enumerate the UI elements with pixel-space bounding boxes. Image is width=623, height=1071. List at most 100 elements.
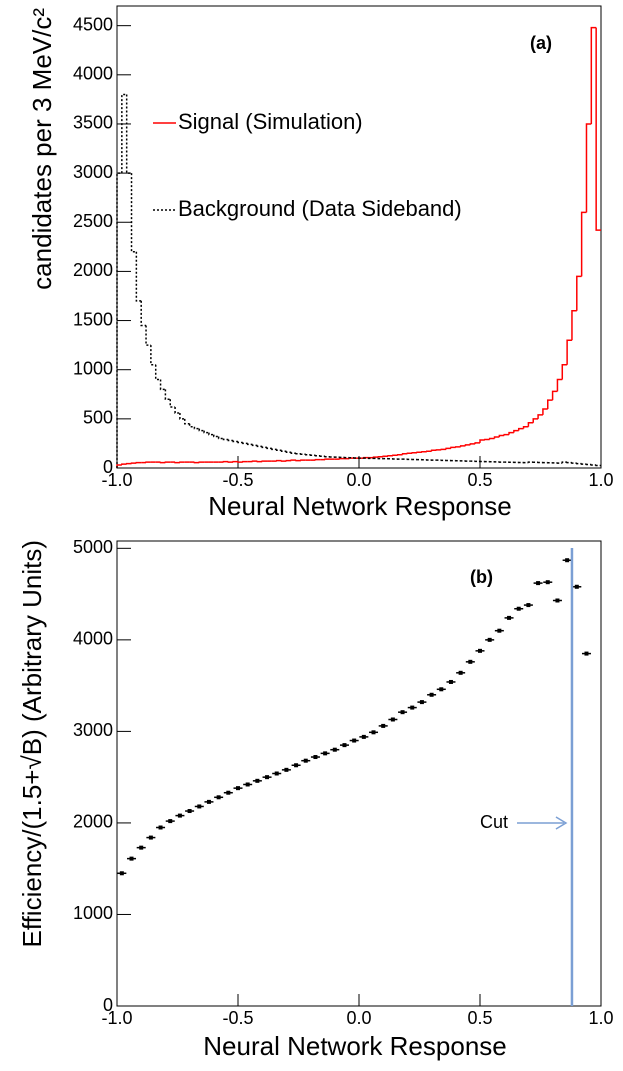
histogram-bin: [193, 426, 200, 430]
y-tick-label: 1500: [73, 309, 113, 329]
histogram-bin: [217, 436, 224, 440]
histogram-bin: [493, 436, 500, 439]
point: [497, 628, 502, 633]
cut-label: Cut: [480, 812, 508, 832]
histogram-bin: [542, 408, 548, 415]
histogram-bin: [537, 414, 543, 419]
y-tick-label: 4000: [73, 629, 113, 649]
histogram-bin: [585, 123, 592, 213]
y-axis-title: candidates per 3 MeV/c²: [27, 8, 57, 290]
point: [429, 692, 434, 697]
histogram-bin: [125, 94, 132, 174]
point: [332, 747, 337, 752]
histogram-bin: [513, 429, 519, 433]
histogram-bin: [251, 444, 258, 447]
point: [139, 845, 144, 850]
point: [342, 743, 347, 748]
y-tick-label: 5000: [73, 537, 113, 557]
histogram-bin: [551, 390, 558, 401]
point: [216, 795, 221, 800]
point: [458, 670, 463, 675]
histogram-bin: [280, 450, 287, 453]
histogram-bin: [522, 425, 529, 429]
histogram-bin: [275, 449, 282, 452]
y-tick-label: 1000: [73, 903, 113, 923]
y-tick-label: 4500: [73, 14, 113, 34]
cut-arrowhead: [555, 816, 568, 830]
histogram-bin: [208, 432, 214, 436]
histogram-bin: [266, 447, 272, 450]
y-tick-label: 0: [103, 457, 113, 477]
histogram-bin: [271, 448, 277, 451]
point: [545, 580, 550, 585]
histogram-bin: [469, 443, 476, 445]
panel-label: (a): [530, 33, 552, 53]
x-tick-label: -1.0: [101, 470, 132, 490]
point: [313, 755, 318, 760]
point: [448, 679, 453, 684]
x-tick-label: -0.5: [222, 470, 253, 490]
histogram-bin: [464, 444, 471, 446]
histogram-bin: [203, 430, 209, 434]
histogram-bin: [547, 399, 553, 410]
point: [371, 730, 376, 735]
histogram-bin: [474, 442, 480, 444]
histogram-bin: [174, 407, 180, 414]
x-tick-label: 1.0: [588, 1008, 613, 1028]
point: [197, 804, 202, 809]
point: [565, 558, 570, 563]
y-tick-label: 3500: [73, 113, 113, 133]
histogram-bin: [145, 325, 151, 346]
histogram-bin: [285, 451, 292, 454]
panel-label: (b): [470, 567, 493, 587]
point: [468, 659, 473, 664]
plot-frame: [116, 540, 602, 1007]
point: [478, 648, 482, 653]
x-tick-label: 0.0: [346, 470, 371, 490]
histogram-bin: [135, 251, 142, 302]
histogram-bin: [401, 452, 408, 455]
histogram-bin: [188, 423, 195, 428]
point: [177, 813, 182, 818]
point: [226, 790, 231, 795]
point: [323, 751, 328, 756]
y-tick-label: 1000: [73, 358, 113, 378]
histogram-bin: [130, 173, 137, 253]
histogram-bin: [290, 452, 297, 455]
y-tick-label: 500: [83, 408, 113, 428]
point: [536, 581, 541, 586]
point: [294, 763, 299, 768]
histogram-bin: [222, 438, 229, 441]
point: [187, 809, 192, 814]
x-tick-label: 0.5: [467, 1008, 492, 1028]
histogram-bin: [590, 26, 597, 124]
histogram-bin: [508, 431, 514, 435]
histogram-bin: [232, 440, 238, 443]
point: [168, 819, 173, 824]
y-tick-label: 0: [103, 995, 113, 1015]
histogram-bin: [150, 345, 156, 366]
y-tick-label: 2000: [73, 812, 113, 832]
point: [507, 615, 512, 620]
histogram-bin: [595, 27, 601, 231]
histogram-bin: [561, 364, 568, 380]
x-tick-label: 0.5: [467, 470, 492, 490]
histogram-bin: [459, 445, 466, 447]
point: [255, 778, 260, 783]
histogram-bin: [154, 364, 161, 381]
histogram-bin: [430, 449, 437, 452]
histogram-bin: [576, 275, 582, 311]
point: [119, 871, 124, 876]
histogram-bin: [227, 439, 234, 442]
histogram-bin: [164, 389, 171, 400]
histogram-bin: [517, 427, 524, 431]
x-axis-title: Neural Network Response: [208, 491, 511, 521]
histogram-bin: [261, 446, 268, 449]
histogram-bin: [242, 442, 248, 445]
y-tick-label: 4000: [73, 64, 113, 84]
point: [400, 710, 405, 715]
point: [487, 637, 492, 642]
point: [352, 738, 357, 743]
histogram-bin: [498, 434, 505, 438]
